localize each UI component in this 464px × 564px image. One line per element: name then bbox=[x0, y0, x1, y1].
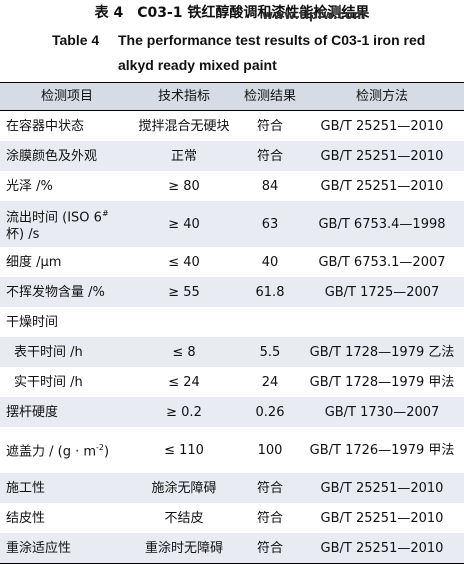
table-cell: GB/T 1728—1979 甲法 bbox=[309, 374, 455, 390]
table-cell: GB/T 1730—2007 bbox=[324, 404, 440, 420]
cell-text-part: 遮盖力 / (g · m bbox=[6, 444, 97, 460]
table-cell: 正常 bbox=[170, 148, 197, 164]
title-cn: 表 4 C03-1 铁红醇酸调和漆性能检测结果 bbox=[94, 5, 370, 21]
table-cell: ≤ 40 bbox=[168, 254, 200, 270]
table-row: 摆杆硬度 ≥ 0.2 0.26 GB/T 1730—2007 bbox=[0, 397, 464, 427]
header-row: 检测项目 技术指标 检测结果 检测方法 bbox=[0, 83, 464, 111]
table-row: 表干时间 /h ≤ 8 5.5 GB/T 1728—1979 乙法 bbox=[0, 337, 464, 367]
table-cell: GB/T 1726—1979 甲法 bbox=[309, 442, 455, 458]
table-cell: ≤ 110 bbox=[164, 442, 204, 458]
table-cell: GB/T 25251—2010 bbox=[320, 178, 444, 194]
table-cell: ≥ 55 bbox=[168, 284, 200, 300]
table-cell: 24 bbox=[261, 374, 279, 390]
table-cell: 实干时间 /h bbox=[14, 374, 83, 390]
column-header: 检测结果 bbox=[243, 89, 296, 104]
table-cell: 搅拌混合无硬块 bbox=[138, 118, 230, 134]
table-row: 流出时间 (ISO 6# 杯) /s ≥ 40 63 GB/T 6753.4—1998 bbox=[0, 201, 464, 247]
table-cell: ≤ 8 bbox=[172, 344, 196, 360]
table-cell: GB/T 25251—2010 bbox=[320, 148, 444, 164]
table-cell: ≤ 24 bbox=[168, 374, 200, 390]
table-cell: ≥ 0.2 bbox=[166, 404, 202, 420]
table-cell: 40 bbox=[261, 254, 279, 270]
table-cell: GB/T 25251—2010 bbox=[320, 540, 444, 556]
table-cell: 不挥发物含量 /% bbox=[6, 284, 105, 300]
column-header: 检测方法 bbox=[355, 89, 408, 104]
table-cell: 63 bbox=[261, 216, 279, 232]
table-cell: ≥ 80 bbox=[168, 178, 200, 194]
table-row: 光泽 /% ≥ 80 84 GB/T 25251—2010 bbox=[0, 171, 464, 201]
table-cell: 61.8 bbox=[255, 284, 285, 300]
table-cell: GB/T 1728—1979 乙法 bbox=[309, 344, 455, 360]
page: 表 4 C03-1 铁红醇酸调和漆性能检测结果 www.tlpfw.com Ta… bbox=[0, 5, 464, 564]
table-row: 不挥发物含量 /% ≥ 55 61.8 GB/T 1725—2007 bbox=[0, 277, 464, 307]
table-cell: 表干时间 /h bbox=[14, 344, 83, 360]
table-cell: 流出时间 (ISO 6# 杯) /s bbox=[0, 205, 128, 243]
table-cell: 符合 bbox=[256, 510, 283, 526]
table-row: 遮盖力 / (g · m-2) ≤ 110 100 GB/T 1726—1979 甲法 bbox=[0, 427, 464, 473]
cell-text-part: 杯) /s bbox=[6, 227, 40, 243]
table-cell: 细度 /μm bbox=[6, 254, 62, 270]
table-cell: GB/T 25251—2010 bbox=[320, 480, 444, 496]
table-cell: 符合 bbox=[256, 118, 283, 134]
table-cell: 涂膜颜色及外观 bbox=[6, 148, 98, 164]
table-row: 重涂适应性 重涂时无障碍 符合 GB/T 25251—2010 bbox=[0, 533, 464, 563]
cell-text-part: 流出时间 (ISO 6 bbox=[6, 210, 102, 226]
cell-text-part: -2 bbox=[96, 443, 105, 453]
table-cell: 5.5 bbox=[259, 344, 281, 360]
table: 检测项目 技术指标 检测结果 检测方法 在容器中状态 搅拌混合无硬块 符合 GB/T 2525… bbox=[0, 82, 464, 564]
table-cell: GB/T 25251—2010 bbox=[320, 510, 444, 526]
table-cell: 重涂适应性 bbox=[6, 540, 72, 556]
table-cell: 结皮性 bbox=[6, 510, 46, 526]
table-cell: 0.26 bbox=[255, 404, 285, 420]
table-row: 细度 /μm ≤ 40 40 GB/T 6753.1—2007 bbox=[0, 247, 464, 277]
table-cell: 不结皮 bbox=[164, 510, 204, 526]
table-cell: 干燥时间 bbox=[6, 314, 59, 330]
table-cell: 光泽 /% bbox=[6, 178, 53, 194]
table-row: 结皮性 不结皮 符合 GB/T 25251—2010 bbox=[0, 503, 464, 533]
cell-text-part: ) bbox=[104, 444, 110, 460]
table-row: 施工性 施涂无障碍 符合 GB/T 25251—2010 bbox=[0, 473, 464, 503]
column-header: 检测项目 bbox=[40, 89, 93, 104]
table-cell: GB/T 1725—2007 bbox=[324, 284, 440, 300]
table-cell: ≥ 40 bbox=[168, 216, 200, 232]
table-cell: 符合 bbox=[256, 148, 283, 164]
column-header: 技术指标 bbox=[157, 89, 210, 104]
table-cell: 施工性 bbox=[6, 480, 46, 496]
table-cell: 84 bbox=[261, 178, 279, 194]
table-cell: 遮盖力 / (g · m-2) bbox=[0, 439, 128, 460]
watermark: www.tlpfw.com bbox=[262, 8, 366, 22]
table-label: Table 4 bbox=[52, 32, 100, 48]
table-cell: GB/T 25251—2010 bbox=[320, 118, 444, 134]
table-cell: 重涂时无障碍 bbox=[144, 540, 223, 556]
table-row: 实干时间 /h ≤ 24 24 GB/T 1728—1979 甲法 bbox=[0, 367, 464, 397]
title-en: Table 4 The performance test results of … bbox=[52, 28, 432, 78]
title-en-text: The performance test results of C03-1 ir… bbox=[118, 32, 426, 73]
table-cell: 符合 bbox=[256, 480, 283, 496]
table-row: 在容器中状态 搅拌混合无硬块 符合 GB/T 25251—2010 bbox=[0, 111, 464, 141]
table-cell: 摆杆硬度 bbox=[6, 404, 59, 420]
table-cell: GB/T 6753.1—2007 bbox=[318, 254, 446, 270]
table-cell: 在容器中状态 bbox=[6, 118, 85, 134]
cell-text-part: # bbox=[101, 208, 109, 218]
table-cell: GB/T 6753.4—1998 bbox=[318, 216, 446, 232]
table-cell: 施涂无障碍 bbox=[151, 480, 217, 496]
table-cell: 100 bbox=[257, 442, 283, 458]
table-cell: 符合 bbox=[256, 540, 283, 556]
table-row: 干燥时间 bbox=[0, 307, 464, 337]
table-row: 涂膜颜色及外观 正常 符合 GB/T 25251—2010 bbox=[0, 141, 464, 171]
